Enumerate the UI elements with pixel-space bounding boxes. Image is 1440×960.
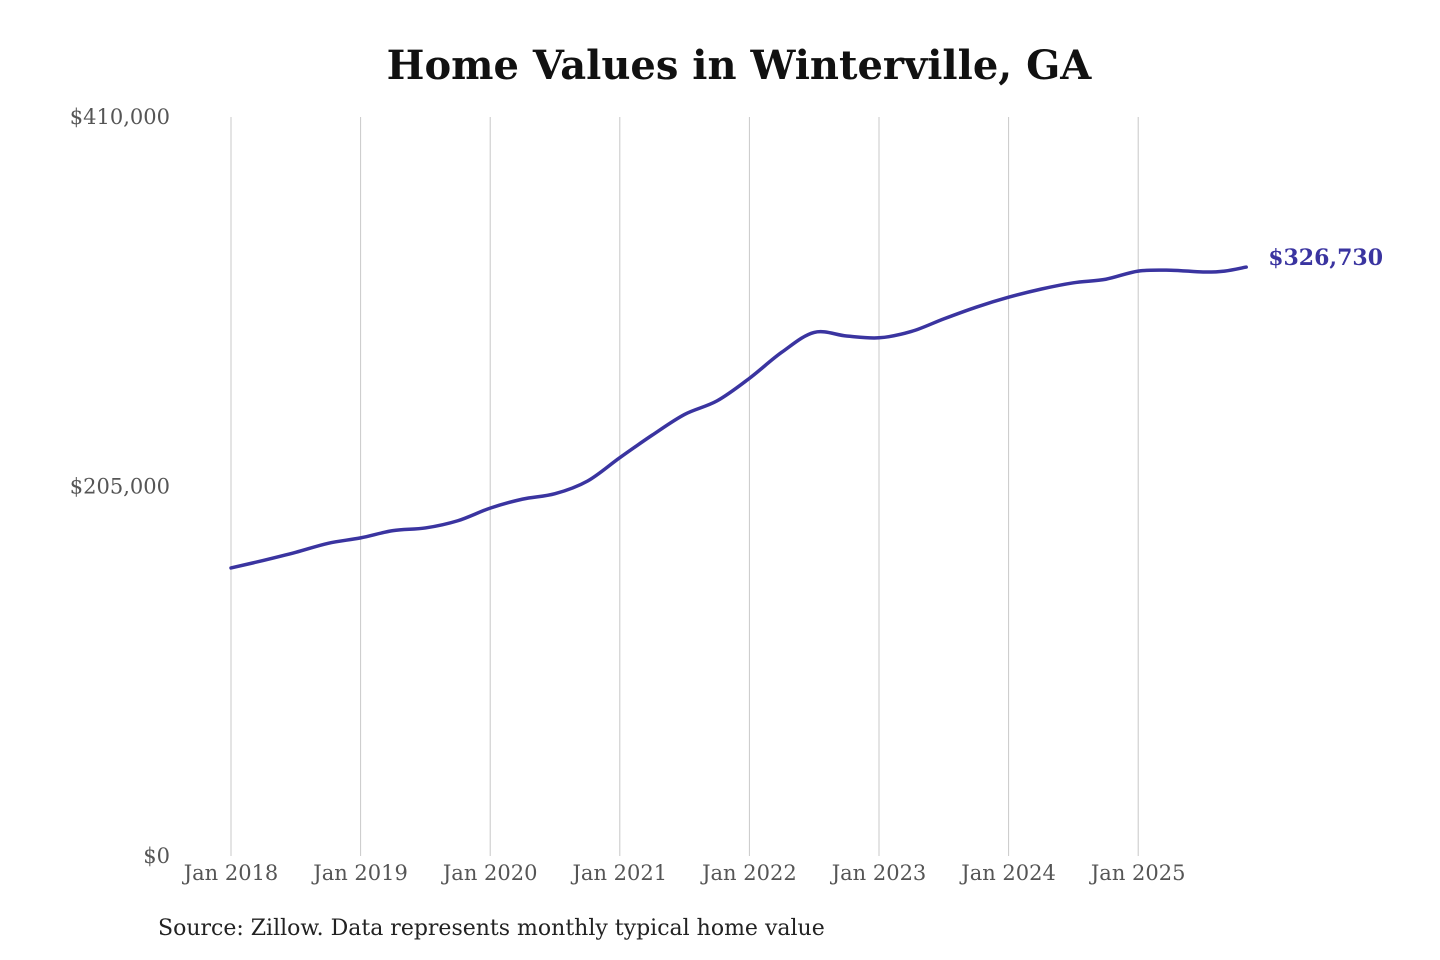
source-note: Source: Zillow. Data represents monthly … [158, 916, 825, 941]
chart-title: Home Values in Winterville, GA [386, 42, 1092, 89]
x-tick-label: Jan 2020 [441, 861, 538, 885]
end-value-label: $326,730 [1268, 245, 1383, 271]
x-tick-label: Jan 2019 [311, 861, 408, 885]
x-tick-label: Jan 2023 [830, 861, 927, 885]
y-tick-label: $0 [143, 844, 170, 868]
x-tick-label: Jan 2021 [571, 861, 668, 885]
x-tick-label: Jan 2024 [959, 861, 1056, 885]
y-tick-label: $410,000 [70, 105, 170, 129]
x-tick-label: Jan 2025 [1089, 861, 1186, 885]
x-tick-label: Jan 2022 [700, 861, 797, 885]
y-tick-label: $205,000 [70, 475, 170, 499]
x-tick-label: Jan 2018 [182, 861, 279, 885]
home-value-line [229, 265, 1248, 570]
